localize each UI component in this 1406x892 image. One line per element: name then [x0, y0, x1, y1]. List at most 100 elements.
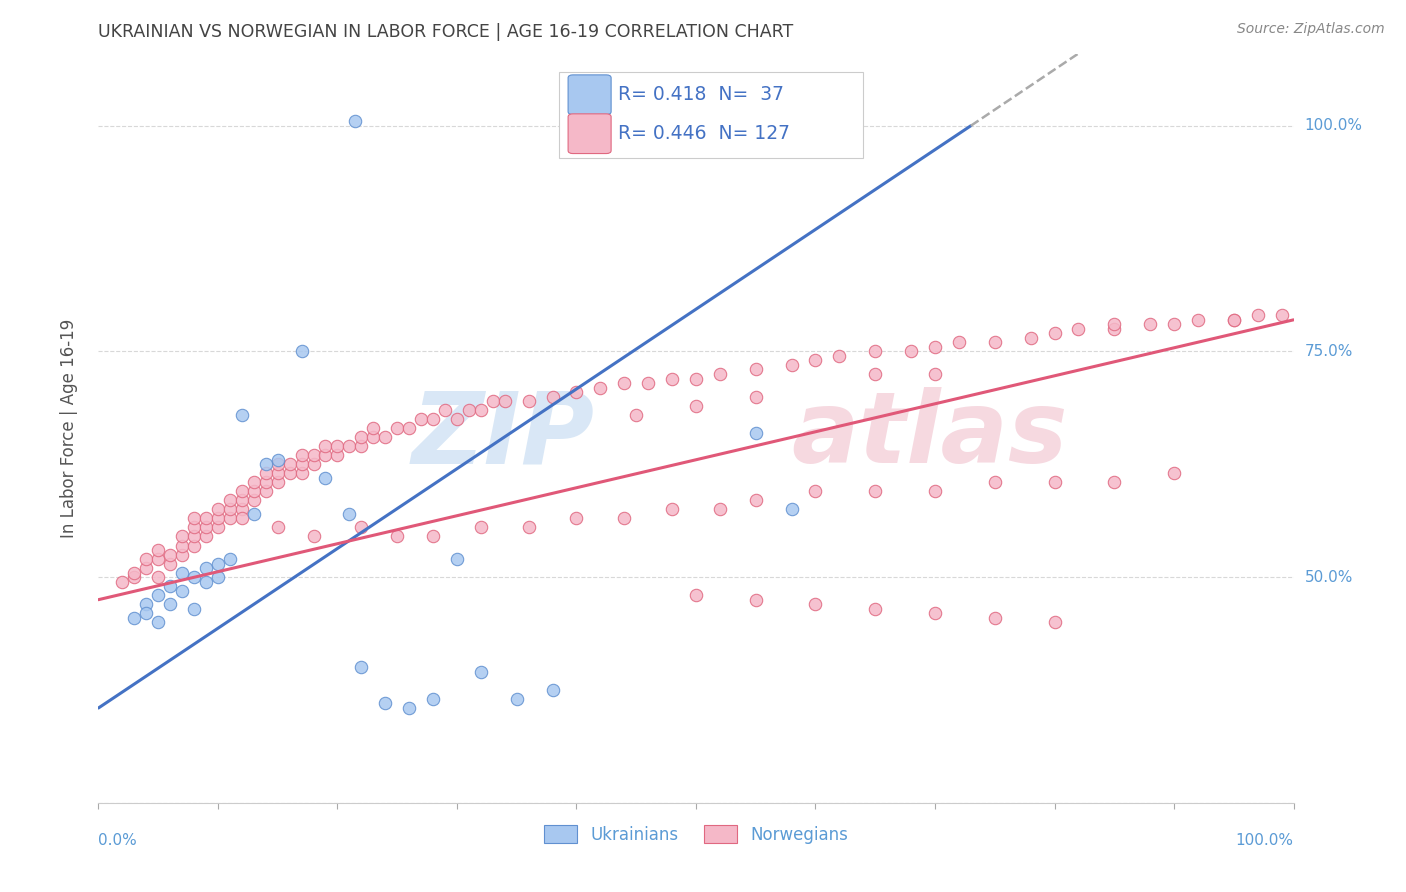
- Point: [541, 390, 564, 404]
- Point: [494, 394, 516, 409]
- Point: [135, 552, 157, 566]
- Point: [291, 467, 314, 481]
- Point: [1104, 318, 1126, 332]
- Point: [267, 475, 290, 490]
- Text: UKRAINIAN VS NORWEGIAN IN LABOR FORCE | AGE 16-19 CORRELATION CHART: UKRAINIAN VS NORWEGIAN IN LABOR FORCE | …: [98, 23, 793, 41]
- Point: [278, 457, 301, 471]
- Point: [302, 448, 325, 462]
- Point: [745, 425, 768, 440]
- Point: [350, 430, 373, 444]
- Point: [124, 570, 146, 584]
- Point: [302, 529, 325, 543]
- Point: [637, 376, 659, 390]
- Point: [385, 529, 409, 543]
- Point: [326, 439, 349, 453]
- Point: [984, 475, 1007, 490]
- Point: [422, 529, 444, 543]
- Point: [565, 511, 588, 525]
- Point: [135, 561, 157, 575]
- Point: [243, 484, 266, 499]
- Point: [243, 493, 266, 508]
- Point: [159, 548, 181, 562]
- Point: [780, 502, 803, 516]
- Point: [344, 114, 367, 128]
- Point: [148, 588, 170, 602]
- Point: [411, 877, 433, 891]
- Point: [207, 502, 229, 516]
- Point: [291, 457, 314, 471]
- Point: [1163, 318, 1185, 332]
- Point: [446, 412, 468, 426]
- Point: [267, 457, 290, 471]
- Point: [135, 597, 157, 611]
- Point: [517, 394, 540, 409]
- Point: [231, 493, 253, 508]
- Point: [924, 340, 946, 354]
- Point: [613, 376, 636, 390]
- Point: [172, 583, 194, 598]
- Point: [470, 665, 492, 679]
- Point: [506, 692, 529, 706]
- Point: [231, 408, 253, 422]
- Point: [865, 484, 887, 499]
- Point: [1043, 326, 1066, 341]
- Point: [1043, 615, 1066, 630]
- Point: [804, 597, 827, 611]
- Point: [326, 448, 349, 462]
- Point: [111, 574, 134, 589]
- Point: [900, 344, 922, 359]
- Point: [148, 615, 170, 630]
- Point: [865, 601, 887, 615]
- Point: [446, 552, 468, 566]
- Point: [148, 570, 170, 584]
- Point: [172, 566, 194, 580]
- Point: [804, 353, 827, 368]
- Point: [183, 520, 205, 534]
- Point: [374, 697, 396, 711]
- Text: 100.0%: 100.0%: [1236, 833, 1294, 848]
- Point: [1043, 475, 1066, 490]
- Point: [291, 448, 314, 462]
- Point: [1019, 331, 1042, 345]
- Point: [195, 520, 218, 534]
- Point: [470, 520, 492, 534]
- Point: [780, 358, 803, 372]
- Text: 75.0%: 75.0%: [1305, 344, 1353, 359]
- Point: [398, 701, 420, 715]
- Point: [685, 588, 707, 602]
- Point: [948, 335, 970, 350]
- Point: [291, 344, 314, 359]
- Point: [183, 570, 205, 584]
- Text: 100.0%: 100.0%: [1305, 119, 1362, 133]
- Point: [195, 561, 218, 575]
- Point: [135, 606, 157, 620]
- Point: [685, 399, 707, 413]
- Point: [481, 394, 505, 409]
- Point: [661, 371, 683, 385]
- Point: [148, 552, 170, 566]
- Point: [984, 335, 1007, 350]
- Point: [207, 520, 229, 534]
- Point: [254, 475, 277, 490]
- Point: [745, 362, 768, 376]
- Point: [924, 367, 946, 381]
- Point: [411, 412, 433, 426]
- Point: [1163, 467, 1185, 481]
- Point: [302, 457, 325, 471]
- Point: [172, 529, 194, 543]
- Point: [148, 543, 170, 558]
- Point: [1223, 313, 1246, 327]
- Point: [159, 597, 181, 611]
- Point: [1223, 313, 1246, 327]
- Point: [470, 403, 492, 417]
- Point: [1187, 313, 1209, 327]
- FancyBboxPatch shape: [568, 114, 612, 153]
- Point: [350, 660, 373, 674]
- Point: [385, 421, 409, 435]
- Point: [315, 439, 337, 453]
- Point: [350, 439, 373, 453]
- Point: [183, 511, 205, 525]
- Point: [924, 484, 946, 499]
- Point: [865, 344, 887, 359]
- Point: [254, 457, 277, 471]
